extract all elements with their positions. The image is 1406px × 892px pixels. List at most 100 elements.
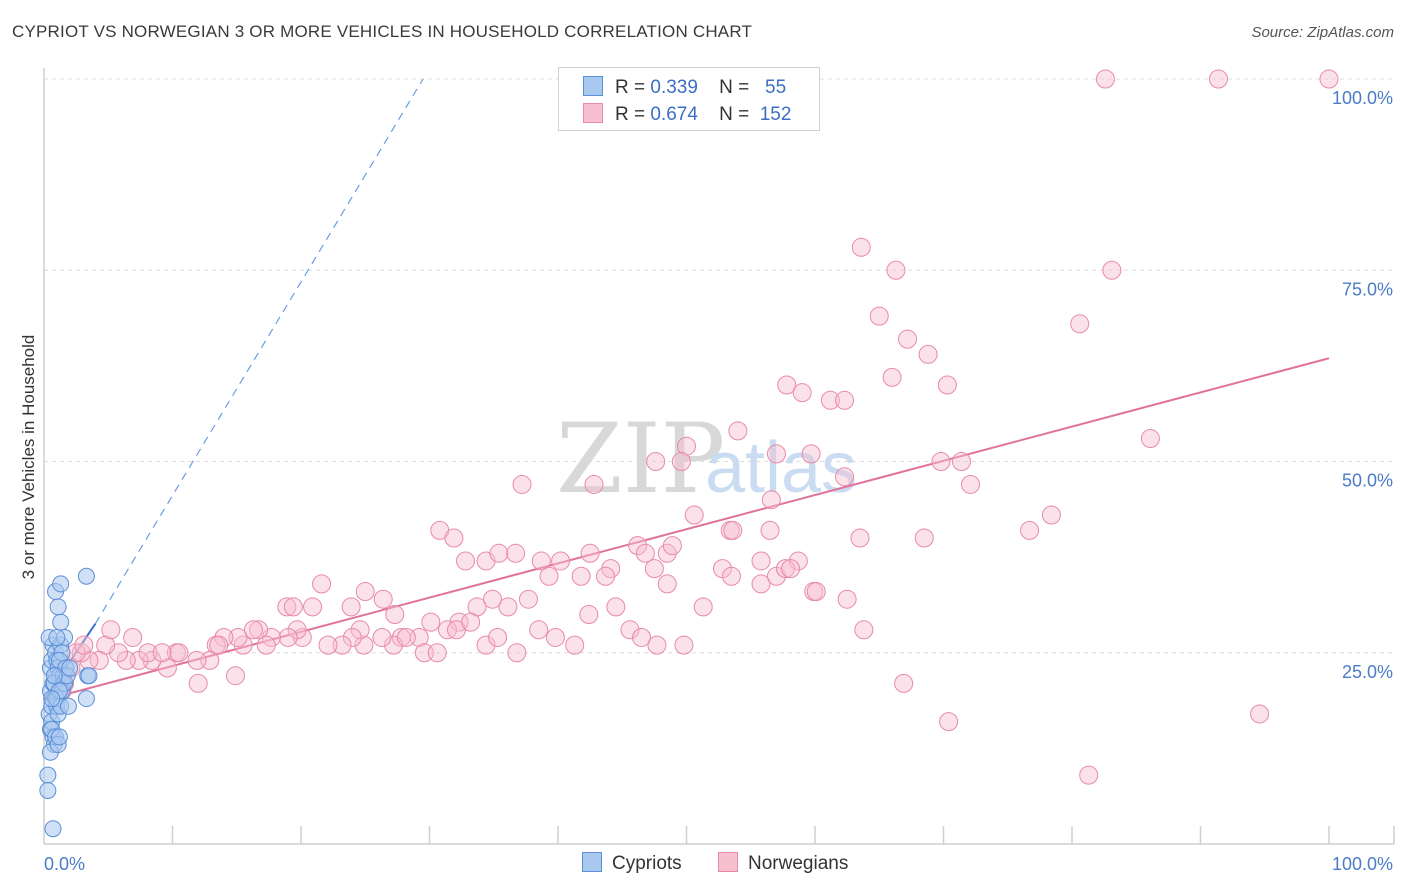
legend-swatch-norwegians <box>583 103 603 123</box>
norwegian-point <box>914 528 934 548</box>
bottom-legend-label-norwegians: Norwegians <box>748 853 849 874</box>
norwegian-point <box>580 543 600 563</box>
legend-row-norwegians: R = 0.674 N = 152 <box>583 103 791 129</box>
norwegian-point <box>662 536 682 556</box>
norwegian-point <box>350 620 370 640</box>
norwegian-point <box>1041 505 1061 525</box>
norwegian-point <box>644 559 664 579</box>
bottom-legend-cypriots: Cypriots <box>582 852 682 875</box>
norwegian-point <box>529 620 549 640</box>
cypriot-point <box>39 781 57 799</box>
norwegian-point <box>444 528 464 548</box>
norwegian-point <box>169 643 189 663</box>
norwegian-point <box>391 627 411 647</box>
norwegian-point <box>312 574 332 594</box>
norwegian-point <box>894 673 914 693</box>
norwegian-point <box>850 528 870 548</box>
norwegian-point <box>766 444 786 464</box>
norwegian-point <box>918 344 938 364</box>
y-tick-label: 25.0% <box>1342 662 1393 682</box>
bottom-legend-swatch-norwegians <box>718 852 738 872</box>
norwegian-point <box>775 559 795 579</box>
norwegian-point <box>635 543 655 563</box>
norwegian-point <box>551 551 571 571</box>
norwegian-point <box>1319 69 1339 89</box>
norwegian-point <box>1079 765 1099 785</box>
norwegian-point <box>671 452 691 471</box>
norwegian-point <box>632 627 652 647</box>
watermark-zip: ZIP <box>556 403 725 515</box>
norwegian-point <box>209 635 229 655</box>
norwegian-point <box>74 635 94 655</box>
norwegian-point <box>939 712 959 732</box>
norwegian-point <box>851 237 871 257</box>
norwegian-point <box>751 574 771 594</box>
norwegian-point <box>385 605 405 624</box>
norwegian-point <box>751 551 771 571</box>
norwegian-point <box>674 635 694 655</box>
cypriot-point <box>48 628 66 646</box>
norwegian-point <box>882 367 902 387</box>
norwegian-point <box>1208 69 1228 89</box>
norwegian-point <box>886 260 906 280</box>
norwegian-point <box>1095 69 1115 89</box>
y-tick-labels: 25.0% 50.0% 75.0% 100.0% <box>1332 88 1393 682</box>
norwegian-point <box>355 582 375 602</box>
norwegian-point <box>571 566 591 586</box>
norwegian-point <box>332 635 352 655</box>
norwegian-point <box>723 520 743 540</box>
norwegian-point <box>498 597 518 617</box>
norwegian-point <box>721 566 741 586</box>
norwegian-point <box>677 436 696 456</box>
norwegian-point <box>455 551 475 571</box>
norwegian-point <box>157 658 177 678</box>
norwegian-point <box>354 635 374 655</box>
cypriot-point <box>80 667 98 685</box>
legend: R = 0.339 N = 55 R = 0.674 N = 152 <box>558 67 820 131</box>
bottom-legend-swatch-cypriots <box>582 852 602 872</box>
norwegian-point <box>646 452 666 471</box>
norwegian-point <box>89 650 109 670</box>
norwegian-point <box>342 627 362 647</box>
norwegian-point <box>931 452 951 471</box>
norwegian-point <box>539 566 559 586</box>
norwegian-point <box>1250 704 1270 724</box>
norwegian-point <box>518 589 538 609</box>
norwegian-point <box>256 635 276 655</box>
norwegian-point <box>657 574 677 594</box>
norwegian-point <box>228 627 248 647</box>
trend-line-norwegians <box>43 357 1330 702</box>
norwegian-point <box>243 620 263 640</box>
norwegian-point <box>488 627 508 647</box>
trend-line-cypriots-extended <box>94 78 424 624</box>
norwegian-point <box>373 589 393 609</box>
norwegian-point <box>482 589 502 609</box>
legend-n-label: N = <box>719 77 750 98</box>
bottom-legend-norwegians: Norwegians <box>718 852 848 875</box>
norwegian-point <box>421 612 441 632</box>
cypriot-point <box>52 575 70 593</box>
norwegian-point <box>318 635 338 655</box>
norwegian-point <box>225 666 245 686</box>
norwegian-point <box>781 559 801 579</box>
norwegian-point <box>1140 429 1160 449</box>
norwegian-point <box>898 329 918 349</box>
legend-r-label: R = <box>615 104 646 125</box>
norwegian-point <box>1020 520 1040 540</box>
cypriot-point <box>39 766 57 784</box>
norwegian-point <box>249 620 269 640</box>
norwegian-point <box>596 566 616 586</box>
bottom-legend-label-cypriots: Cypriots <box>612 853 682 874</box>
norwegian-point <box>427 643 447 663</box>
norwegian-point <box>693 597 713 617</box>
cypriot-point <box>77 567 95 585</box>
norwegian-point <box>506 543 526 563</box>
norwegian-point <box>396 627 416 647</box>
norwegian-point <box>123 627 143 647</box>
norwegian-point <box>584 474 604 494</box>
trend-lines <box>43 78 1330 702</box>
norwegian-point <box>579 605 599 624</box>
cypriot-point <box>49 598 67 616</box>
norwegian-point <box>71 643 91 663</box>
legend-r-value: 0.339 <box>650 77 698 98</box>
